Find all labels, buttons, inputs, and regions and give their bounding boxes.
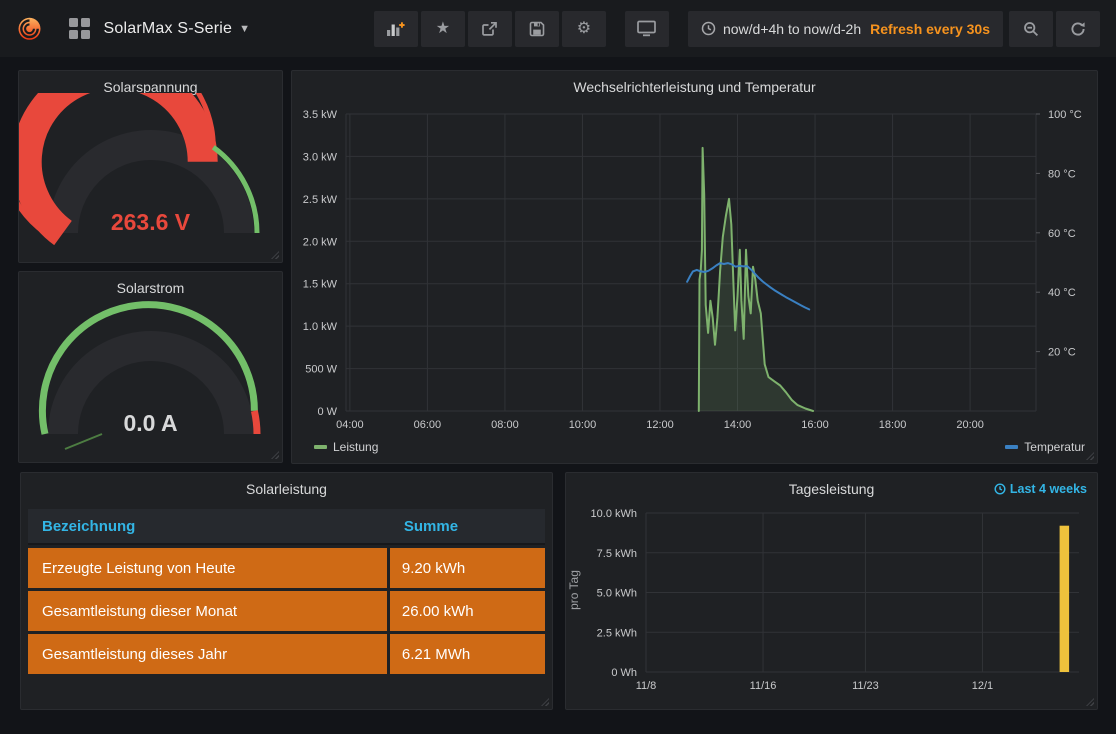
- svg-text:20 °C: 20 °C: [1048, 347, 1076, 359]
- svg-text:12:00: 12:00: [646, 419, 674, 431]
- row-label: Gesamtleistung dieses Jahr: [28, 634, 387, 674]
- svg-text:11/8: 11/8: [636, 680, 657, 692]
- resize-handle[interactable]: [541, 698, 549, 706]
- panel-tagesleistung: Tagesleistung Last 4 weeks 0 Wh2.5 kWh5.…: [565, 472, 1098, 710]
- svg-text:40 °C: 40 °C: [1048, 287, 1076, 299]
- svg-text:08:00: 08:00: [491, 419, 519, 431]
- svg-text:3.5 kW: 3.5 kW: [303, 109, 338, 121]
- svg-text:60 °C: 60 °C: [1048, 228, 1076, 240]
- panel-solarstrom: Solarstrom 0.0 A: [18, 271, 283, 463]
- time-range-label: now/d+4h to now/d-2h: [723, 21, 861, 37]
- add-panel-button[interactable]: [374, 11, 418, 47]
- star-button[interactable]: ★: [421, 11, 465, 47]
- svg-text:04:00: 04:00: [336, 419, 364, 431]
- save-button[interactable]: [515, 11, 559, 47]
- svg-text:0 Wh: 0 Wh: [611, 667, 637, 679]
- legend-item-leistung[interactable]: Leistung: [314, 440, 378, 454]
- navbar: SolarMax S-Serie ▼ ★: [0, 0, 1116, 57]
- svg-text:11/16: 11/16: [750, 680, 777, 692]
- table-row: Gesamtleistung dieser Monat 26.00 kWh: [28, 591, 545, 631]
- svg-text:2.5 kW: 2.5 kW: [303, 194, 338, 206]
- row-value: 6.21 MWh: [390, 634, 545, 674]
- panel-solarspannung: Solarspannung 263.6 V: [18, 70, 283, 263]
- gear-icon: ⚙: [577, 21, 591, 37]
- table-header-row: Bezeichnung Summe: [28, 509, 545, 545]
- svg-text:2.0 kW: 2.0 kW: [303, 236, 338, 248]
- voltage-value: 263.6 V: [19, 209, 282, 236]
- zoom-out-button[interactable]: [1009, 11, 1053, 47]
- add-panel-icon: [386, 21, 405, 37]
- table-row: Gesamtleistung dieses Jahr 6.21 MWh: [28, 634, 545, 674]
- refresh-interval-label: Refresh every 30s: [870, 21, 990, 37]
- refresh-icon: [1070, 21, 1086, 37]
- column-header-bezeichnung[interactable]: Bezeichnung: [28, 518, 390, 535]
- share-button[interactable]: [468, 11, 512, 47]
- svg-text:5.0 kWh: 5.0 kWh: [597, 588, 637, 600]
- svg-text:18:00: 18:00: [879, 419, 907, 431]
- legend-label-temperatur: Temperatur: [1024, 440, 1085, 454]
- row-label: Gesamtleistung dieser Monat: [28, 591, 387, 631]
- column-header-summe[interactable]: Summe: [390, 518, 545, 535]
- svg-text:500 W: 500 W: [305, 364, 337, 376]
- legend-label-leistung: Leistung: [333, 440, 378, 454]
- row-value: 26.00 kWh: [390, 591, 545, 631]
- apps-grid-icon[interactable]: [69, 18, 90, 39]
- grafana-logo-icon[interactable]: [16, 15, 43, 42]
- panel-title-solarstrom[interactable]: Solarstrom: [19, 272, 282, 296]
- chevron-down-icon[interactable]: ▼: [239, 23, 250, 35]
- panel-wechselrichter: Wechselrichterleistung und Temperatur 0 …: [291, 70, 1098, 464]
- solar-table: Bezeichnung Summe Erzeugte Leistung von …: [28, 509, 545, 674]
- legend-color-temperatur: [1005, 445, 1018, 449]
- legend-item-temperatur[interactable]: Temperatur: [1005, 440, 1085, 454]
- current-value: 0.0 A: [19, 410, 282, 437]
- panel-title-solarleistung[interactable]: Solarleistung: [21, 473, 552, 497]
- bar-chart: 0 Wh 2.5 kWh 5.0 kWh 7.5 kWh 10.0 kWh 11/8 11/…: [566, 473, 1097, 709]
- svg-text:10:00: 10:00: [569, 419, 597, 431]
- svg-text:100 °C: 100 °C: [1048, 109, 1082, 121]
- row-value: 9.20 kWh: [390, 548, 545, 588]
- panel-solarleistung: Solarleistung Bezeichnung Summe Erzeugte…: [20, 472, 553, 710]
- svg-text:14:00: 14:00: [724, 419, 752, 431]
- svg-text:11/23: 11/23: [852, 680, 879, 692]
- svg-text:16:00: 16:00: [801, 419, 829, 431]
- share-icon: [481, 21, 498, 37]
- svg-text:1.5 kW: 1.5 kW: [303, 279, 338, 291]
- table-row: Erzeugte Leistung von Heute 9.20 kWh: [28, 548, 545, 588]
- legend-color-leistung: [314, 445, 327, 449]
- bar-chart-ylabel: pro Tag: [567, 550, 581, 630]
- svg-text:10.0 kWh: 10.0 kWh: [591, 508, 637, 520]
- svg-text:7.5 kWh: 7.5 kWh: [597, 548, 637, 560]
- svg-text:3.0 kW: 3.0 kW: [303, 151, 338, 163]
- save-icon: [529, 21, 545, 37]
- panel-title-solarspannung[interactable]: Solarspannung: [19, 71, 282, 95]
- timeseries-chart: 0 W 500 W 1.0 kW 1.5 kW 2.0 kW 2.5 kW 3.0 kW 3.…: [292, 71, 1097, 463]
- zoom-out-icon: [1023, 21, 1039, 37]
- dashboard-title[interactable]: SolarMax S-Serie: [104, 20, 233, 38]
- time-range-picker[interactable]: now/d+4h to now/d-2h Refresh every 30s: [688, 11, 1003, 47]
- svg-text:20:00: 20:00: [956, 419, 984, 431]
- svg-text:12/1: 12/1: [972, 680, 993, 692]
- svg-text:06:00: 06:00: [414, 419, 442, 431]
- star-icon: ★: [436, 21, 450, 37]
- refresh-button[interactable]: [1056, 11, 1100, 47]
- clock-icon: [701, 21, 716, 36]
- svg-text:2.5 kWh: 2.5 kWh: [597, 627, 637, 639]
- svg-text:80 °C: 80 °C: [1048, 168, 1076, 180]
- settings-button[interactable]: ⚙: [562, 11, 606, 47]
- svg-text:1.0 kW: 1.0 kW: [303, 321, 338, 333]
- monitor-icon: [637, 20, 656, 37]
- svg-text:0 W: 0 W: [317, 406, 337, 418]
- tv-mode-button[interactable]: [625, 11, 669, 47]
- row-label: Erzeugte Leistung von Heute: [28, 548, 387, 588]
